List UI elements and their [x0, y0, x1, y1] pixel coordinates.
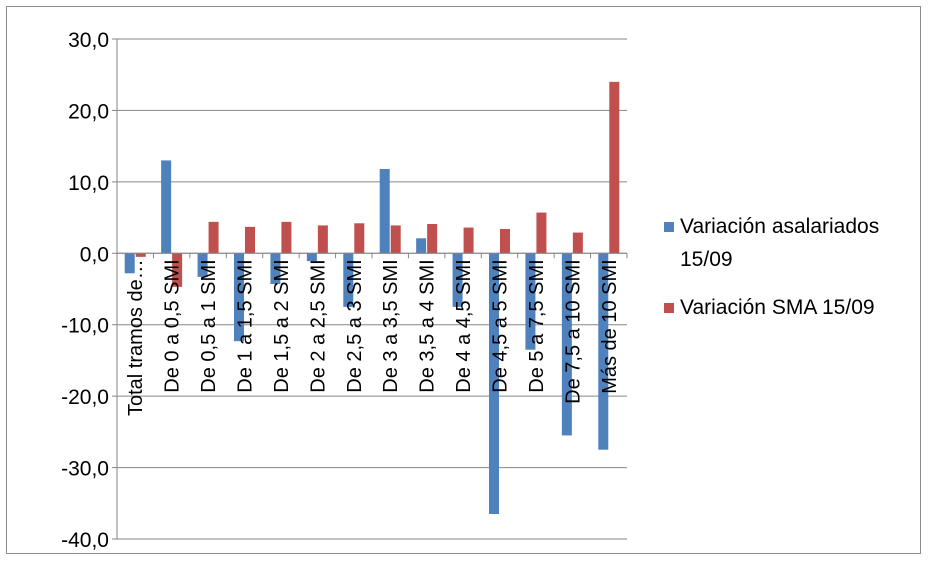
x-tick-label: De 4,5 a 5 SMI: [490, 259, 512, 392]
bar: [500, 229, 510, 254]
bar: [379, 169, 390, 254]
bar: [489, 253, 499, 515]
bar: [135, 253, 146, 257]
bar: [208, 221, 219, 254]
bar: [561, 253, 572, 436]
x-tick-label: De 2,5 a 3 SMI: [344, 259, 366, 392]
bar: [197, 253, 208, 277]
bars: [124, 81, 620, 515]
legend-swatch-sma: [664, 303, 674, 313]
y-tick-label: -10,0: [61, 315, 109, 338]
y-tick-label: 20,0: [68, 100, 109, 123]
x-tick-label: De 2 a 2,5 SMI: [307, 259, 329, 392]
y-tick-label: -30,0: [61, 458, 109, 481]
x-tick-label: Más de 10 SMI: [599, 259, 621, 394]
bar: [234, 253, 244, 342]
bar: [281, 221, 292, 254]
x-tick-label: De 3,5 a 4 SMI: [417, 259, 439, 392]
bar: [416, 238, 427, 254]
bar: [390, 225, 401, 254]
bar: [317, 225, 328, 254]
bar: [598, 253, 609, 450]
bar: [463, 227, 474, 254]
bar: [245, 226, 255, 254]
bar: [354, 223, 365, 254]
y-tick-label: -20,0: [61, 386, 109, 409]
x-tick-label: De 1,5 a 2 SMI: [271, 259, 293, 392]
y-tick-label: 10,0: [68, 172, 109, 195]
x-tick-label: De 1 a 1,5 SMI: [235, 259, 257, 392]
x-tick-label: Total tramos de…: [125, 259, 147, 416]
bar: [306, 253, 317, 262]
bar: [572, 232, 583, 254]
chart-frame: [6, 6, 921, 554]
x-tick-label: De 4 a 4,5 SMI: [453, 259, 475, 392]
axes: [112, 38, 628, 540]
x-tick-label: De 5 a 7,5 SMI: [526, 259, 548, 392]
y-tick-label: -40,0: [61, 529, 109, 552]
bar: [124, 253, 135, 274]
x-tick-label: De 3 a 3,5 SMI: [380, 259, 402, 392]
x-tick-labels: Total tramos de… De 0 a 0,5 SMI De 0,5 a 1…: [125, 259, 621, 416]
legend-label-asalariados: Variación asalariados 15/09: [680, 215, 880, 271]
bar: [452, 253, 463, 307]
y-tick-label: 30,0: [68, 29, 109, 52]
grid-lines: [117, 38, 627, 540]
legend: Variación asalariados 15/09 Variación SM…: [664, 210, 924, 339]
y-tick-label: 0,0: [80, 243, 109, 266]
x-tick-label: De 7,5 a 10 SMI: [562, 259, 584, 404]
legend-item-asalariados: Variación asalariados 15/09: [664, 210, 924, 276]
x-tick-label: De 0 a 0,5 SMI: [162, 259, 184, 392]
bar: [343, 253, 354, 307]
legend-item-sma: Variación SMA 15/09: [664, 291, 924, 324]
legend-swatch-asalariados: [664, 222, 674, 232]
y-tick-labels: 30,0 20,0 10,0 0,0 -10,0 -20,0 -30,0 -40,0: [61, 29, 109, 552]
legend-label-sma: Variación SMA 15/09: [680, 296, 875, 319]
bar: [536, 212, 547, 254]
bar: [525, 253, 536, 350]
bar: [427, 224, 438, 254]
bar: [172, 253, 183, 287]
bar: [270, 253, 281, 284]
x-tick-label: De 0,5 a 1 SMI: [198, 259, 220, 392]
bar: [609, 81, 620, 254]
bar: [161, 160, 172, 254]
